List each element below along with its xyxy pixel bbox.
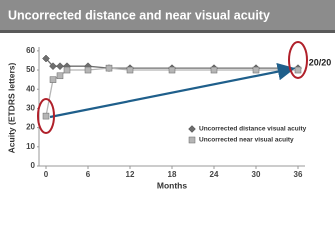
highlight-circle (288, 41, 308, 79)
header-rule (0, 30, 335, 33)
legend-marker (188, 125, 196, 133)
data-point (168, 66, 176, 74)
x-tick-label: 0 (44, 170, 49, 179)
data-point (42, 54, 50, 63)
x-tick-label: 12 (126, 170, 135, 179)
chart-title: Uncorrected distance and near visual acu… (8, 8, 270, 22)
x-tick-label: 36 (294, 170, 303, 179)
data-point (49, 76, 57, 83)
x-axis-label: Months (157, 180, 187, 190)
header-bar (0, 0, 335, 30)
page: {"chart_data": {"type": "line", "title":… (0, 0, 335, 191)
legend-marker (188, 136, 196, 144)
data-point (210, 66, 218, 74)
highlight-circle (37, 98, 55, 134)
data-point (252, 66, 260, 74)
annotation: 20/20 (309, 57, 332, 67)
legend-label: Uncorrected near visual acuity (199, 137, 294, 144)
y-tick-label: 0 (31, 161, 36, 170)
y-tick-label: 50 (26, 65, 35, 74)
chart: Uncorrected distance and near visual acu… (0, 0, 335, 190)
data-point (63, 66, 71, 74)
y-tick-label: 60 (26, 46, 35, 55)
x-tick-label: 18 (168, 170, 177, 179)
data-point (56, 62, 64, 71)
x-tick-label: 30 (252, 170, 261, 179)
y-tick-label: 30 (26, 104, 35, 113)
data-point (49, 62, 57, 71)
data-point (105, 64, 113, 72)
x-tick-label: 6 (86, 170, 91, 179)
y-tick-label: 40 (26, 84, 35, 93)
y-axis-label: Acuity (ETDRS letters) (6, 62, 16, 153)
y-tick-label: 20 (26, 123, 35, 132)
data-point (294, 66, 302, 74)
data-point (56, 72, 64, 80)
data-point (84, 66, 92, 74)
y-tick-label: 10 (26, 142, 35, 151)
arrow (49, 62, 296, 119)
data-point (126, 66, 134, 74)
data-point (42, 112, 50, 120)
legend-label: Uncorrected distance visual acuity (199, 126, 307, 133)
x-tick-label: 24 (210, 170, 219, 179)
